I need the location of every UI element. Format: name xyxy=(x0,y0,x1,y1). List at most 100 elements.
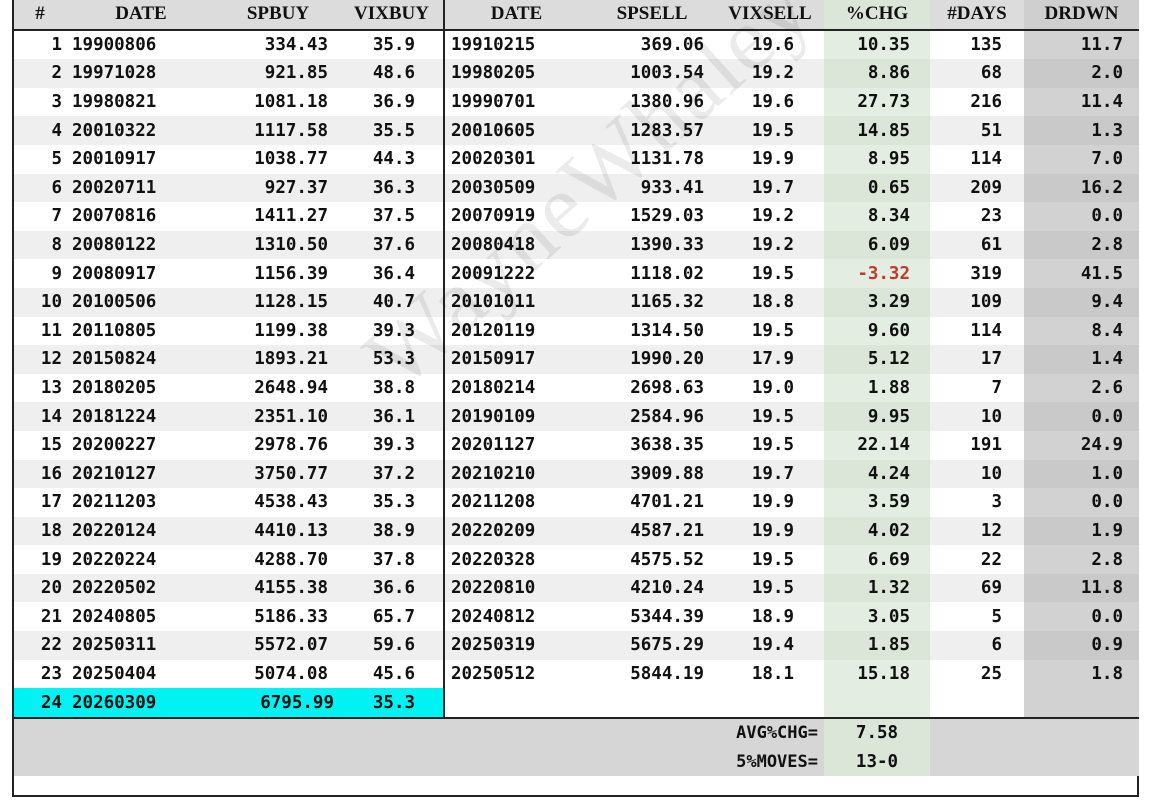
row-index: 8 xyxy=(14,230,66,260)
vixsell-cell: 19.5 xyxy=(716,573,824,603)
drdwn-cell: 2.8 xyxy=(1024,230,1139,260)
spbuy-cell: 1128.15 xyxy=(216,287,340,317)
col-header-drdwn: DRDWN xyxy=(1024,0,1139,31)
row-index: 12 xyxy=(14,345,66,374)
col-header-pchg: %CHG xyxy=(824,0,930,31)
buy-date-cell: 19971028 xyxy=(66,59,216,88)
spsell-cell: 1283.57 xyxy=(588,116,716,145)
days-cell: 10 xyxy=(930,402,1024,431)
days-cell: 319 xyxy=(930,259,1024,288)
vixbuy-cell: 35.9 xyxy=(340,29,445,60)
pchg-cell: 5.12 xyxy=(824,345,930,374)
open-position-index: 24 xyxy=(14,688,66,718)
days-cell: 114 xyxy=(930,316,1024,346)
empty-cell xyxy=(444,688,588,718)
vixbuy-cell: 39.3 xyxy=(340,316,445,346)
pchg-cell: 6.69 xyxy=(824,545,930,574)
sell-date-cell: 20201127 xyxy=(444,430,588,460)
spbuy-cell: 1081.18 xyxy=(216,87,340,117)
vixsell-cell: 19.6 xyxy=(716,87,824,117)
empty-cell xyxy=(930,716,1139,748)
buy-date-cell: 20080917 xyxy=(66,259,216,288)
col-header-index: # xyxy=(14,0,66,31)
days-cell: 68 xyxy=(930,59,1024,88)
summary-row-avg: AVG%CHG= 7.58 xyxy=(14,716,1139,748)
sell-date-cell: 20150917 xyxy=(444,345,588,374)
table-row: 8 20080122 1310.50 37.6 20080418 1390.33 19.2 6… xyxy=(14,230,1139,260)
vixsell-cell: 19.2 xyxy=(716,59,824,88)
drdwn-cell: 24.9 xyxy=(1024,430,1139,460)
buy-date-cell: 20250404 xyxy=(66,659,216,689)
header-row: # DATE SPBUY VIXBUY DATE SPSELL VIXSELL … xyxy=(14,0,1139,31)
vixsell-cell: 19.5 xyxy=(716,116,824,145)
row-index: 19 xyxy=(14,545,66,574)
vixbuy-cell: 35.3 xyxy=(340,488,445,517)
sell-date-cell: 20220209 xyxy=(444,516,588,546)
vixsell-cell: 19.9 xyxy=(716,516,824,546)
table-row: 17 20211203 4538.43 35.3 20211208 4701.21 19.9… xyxy=(14,488,1139,517)
pchg-cell: 27.73 xyxy=(824,87,930,117)
vixbuy-cell: 40.7 xyxy=(340,287,445,317)
sell-date-cell: 20220810 xyxy=(444,573,588,603)
empty-cell xyxy=(588,688,716,718)
vixsell-cell: 19.5 xyxy=(716,545,824,574)
table-row: 14 20181224 2351.10 36.1 20190109 2584.96 19.5… xyxy=(14,402,1139,431)
table-row: 2 19971028 921.85 48.6 19980205 1003.54 19.2 8.… xyxy=(14,59,1139,88)
row-index: 9 xyxy=(14,259,66,288)
table-row: 3 19980821 1081.18 36.9 19990701 1380.96 19.6 2… xyxy=(14,87,1139,117)
drdwn-cell: 11.8 xyxy=(1024,573,1139,603)
spsell-cell: 3909.88 xyxy=(588,459,716,489)
days-cell: 69 xyxy=(930,573,1024,603)
days-cell: 209 xyxy=(930,173,1024,203)
drdwn-cell: 16.2 xyxy=(1024,173,1139,203)
buy-date-cell: 20210127 xyxy=(66,459,216,489)
row-index: 16 xyxy=(14,459,66,489)
col-header-vixbuy: VIXBUY xyxy=(340,0,445,31)
vixsell-cell: 19.7 xyxy=(716,173,824,203)
col-header-sell-date: DATE xyxy=(444,0,588,31)
spbuy-cell: 4538.43 xyxy=(216,488,340,517)
vixbuy-cell: 37.8 xyxy=(340,545,445,574)
vixsell-cell: 19.7 xyxy=(716,459,824,489)
avg-chg-label: AVG%CHG= xyxy=(14,716,824,748)
table-row: 21 20240805 5186.33 65.7 20240812 5344.39 18.9… xyxy=(14,602,1139,632)
table-row: 6 20020711 927.37 36.3 20030509 933.41 19.7 0.6… xyxy=(14,173,1139,203)
pchg-cell: 22.14 xyxy=(824,430,930,460)
buy-date-cell: 20220224 xyxy=(66,545,216,574)
days-cell: 114 xyxy=(930,144,1024,174)
days-cell: 22 xyxy=(930,545,1024,574)
sell-date-cell: 20080418 xyxy=(444,230,588,260)
pchg-cell: 10.35 xyxy=(824,29,930,60)
table-row: 22 20250311 5572.07 59.6 20250319 5675.29 19.4… xyxy=(14,631,1139,660)
sell-date-cell: 20240812 xyxy=(444,602,588,632)
drdwn-cell: 9.4 xyxy=(1024,287,1139,317)
row-index: 13 xyxy=(14,373,66,403)
row-index: 1 xyxy=(14,29,66,60)
pchg-cell: 8.34 xyxy=(824,202,930,231)
vixsell-cell: 19.2 xyxy=(716,230,824,260)
vixbuy-cell: 39.3 xyxy=(340,430,445,460)
trade-table-panel: # DATE SPBUY VIXBUY DATE SPSELL VIXSELL … xyxy=(12,0,1139,797)
buy-date-cell: 20080122 xyxy=(66,230,216,260)
vixbuy-cell: 36.1 xyxy=(340,402,445,431)
row-index: 7 xyxy=(14,202,66,231)
vixbuy-cell: 38.8 xyxy=(340,373,445,403)
vixsell-cell: 19.2 xyxy=(716,202,824,231)
row-index: 23 xyxy=(14,659,66,689)
drdwn-cell: 2.8 xyxy=(1024,545,1139,574)
table-row: 5 20010917 1038.77 44.3 20020301 1131.78 19.9 8… xyxy=(14,144,1139,174)
pchg-cell: 1.32 xyxy=(824,573,930,603)
pchg-cell: 4.24 xyxy=(824,459,930,489)
row-index: 18 xyxy=(14,516,66,546)
buy-date-cell: 19900806 xyxy=(66,29,216,60)
row-index: 14 xyxy=(14,402,66,431)
vixsell-cell: 19.4 xyxy=(716,631,824,660)
buy-date-cell: 20150824 xyxy=(66,345,216,374)
buy-date-cell: 20110805 xyxy=(66,316,216,346)
vixbuy-cell: 35.5 xyxy=(340,116,445,145)
days-cell: 109 xyxy=(930,287,1024,317)
days-cell: 6 xyxy=(930,631,1024,660)
table-row: 19 20220224 4288.70 37.8 20220328 4575.52 19.5… xyxy=(14,545,1139,574)
days-cell: 191 xyxy=(930,430,1024,460)
pchg-cell: 1.88 xyxy=(824,373,930,403)
